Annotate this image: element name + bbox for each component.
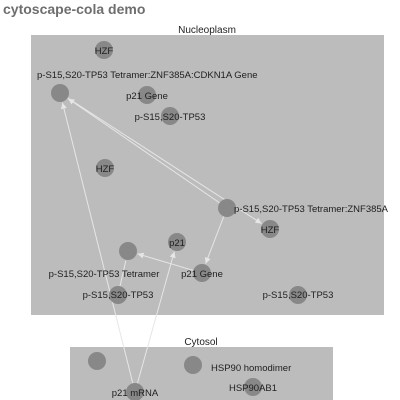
edge-line[interactable] [136,251,175,384]
node-n-hzf-3[interactable]: HZF [261,220,280,238]
edge-n-tetramer-znf385a-to-n-p21-gene-2[interactable] [204,216,225,264]
node-label: p21 mRNA [112,388,159,399]
edge-arrowhead [169,251,176,259]
edge-layer [61,97,262,384]
node-circle[interactable] [88,352,106,370]
node-n-cytosol-a[interactable] [88,352,106,370]
node-circle[interactable] [261,220,279,238]
node-circle[interactable] [119,242,137,260]
node-circle[interactable] [193,264,211,282]
node-label: p21 Gene [126,91,168,102]
edge-line[interactable] [205,216,225,264]
node-label: HZF [96,164,115,175]
edge-arrowhead [61,102,67,110]
node-n-hsp90-homodimer[interactable]: HSP90 homodimer [184,356,291,374]
node-layer: HZF p-S15,S20-TP53 Tetramer:ZNF385A:CDKN1… [37,41,389,400]
node-circle[interactable] [126,383,144,400]
node-circle[interactable] [289,286,307,304]
compound-label-cytosol: Cytosol [184,337,217,348]
compound-box-cytosol[interactable] [70,347,333,400]
node-n-p21-mrna[interactable]: p21 mRNA [112,383,159,400]
node-circle[interactable] [244,378,262,396]
node-circle[interactable] [109,286,127,304]
node-label: HZF [95,46,114,57]
node-n-tetramer-znf385a[interactable]: p-S15,S20-TP53 Tetramer:ZNF385A [218,199,389,217]
edge-n-p21-mrna-to-n-tetramer-cdkn1a[interactable] [61,102,134,384]
node-circle[interactable] [51,84,69,102]
node-label: p21 Gene [181,269,223,280]
edge-line[interactable] [137,253,194,271]
node-label: p-S15,S20-TP53 [135,112,206,123]
node-circle[interactable] [184,356,202,374]
node-label: p-S15,S20-TP53 Tetramer [49,269,160,280]
node-label: p-S15,S20-TP53 Tetramer:ZNF385A:CDKN1A G… [37,70,258,81]
edge-line[interactable] [67,98,220,204]
node-label: HSP90AB1 [229,383,277,394]
node-n-tetramer-cdkn1a[interactable]: p-S15,S20-TP53 Tetramer:ZNF385A:CDKN1A G… [37,70,258,102]
edge-arrowhead [68,98,75,105]
node-circle[interactable] [138,86,156,104]
node-circle[interactable] [168,233,186,251]
node-circle[interactable] [218,199,236,217]
edge-line[interactable] [61,102,134,384]
edge-arrowhead [137,252,145,259]
node-n-p21-gene-2[interactable]: p21 Gene [181,264,223,282]
node-label: p21 [169,238,185,249]
node-n-ps15-1[interactable]: p-S15,S20-TP53 [135,107,206,125]
node-n-ps15-3[interactable]: p-S15,S20-TP53 [263,286,334,304]
node-n-hsp90ab1[interactable]: HSP90AB1 [229,378,277,396]
edge-line[interactable] [119,260,127,287]
node-label: HZF [261,225,280,236]
node-circle[interactable] [95,41,113,59]
node-n-tetramer[interactable]: p-S15,S20-TP53 Tetramer [49,242,160,280]
node-circle[interactable] [96,159,114,177]
edge-arrowhead [254,217,262,224]
compound-cytosol[interactable]: Cytosol [70,337,333,400]
edge-n-p21-gene-2-to-n-tetramer[interactable] [137,252,194,271]
node-n-ps15-2[interactable]: p-S15,S20-TP53 [83,286,154,304]
compound-label-nucleoplasm: Nucleoplasm [178,25,236,36]
node-n-hzf-1[interactable]: HZF [95,41,114,59]
node-label: HSP90 homodimer [211,363,291,374]
node-n-p21[interactable]: p21 [168,233,186,251]
edge-n-p21-mrna-to-n-p21[interactable] [136,251,176,384]
node-n-p21-gene-1[interactable]: p21 Gene [126,86,168,104]
edge-arrowhead [204,257,211,264]
edge-n-tetramer-znf385a-to-n-tetramer-cdkn1a[interactable] [67,98,220,204]
node-label: p-S15,S20-TP53 [83,290,154,301]
node-label: p-S15,S20-TP53 Tetramer:ZNF385A [234,204,389,215]
page-title: cytoscape-cola demo [3,1,146,17]
edge-n-ps15-2-to-n-tetramer[interactable] [119,260,127,287]
node-n-hzf-2[interactable]: HZF [96,159,115,177]
node-circle[interactable] [161,107,179,125]
node-label: p-S15,S20-TP53 [263,290,334,301]
